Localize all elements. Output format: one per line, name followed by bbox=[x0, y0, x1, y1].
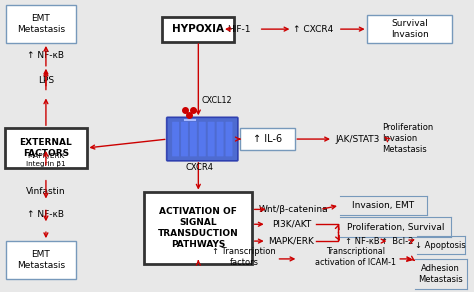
Text: MAPK/ERK
Integrin β1: MAPK/ERK Integrin β1 bbox=[26, 153, 66, 167]
FancyBboxPatch shape bbox=[5, 128, 87, 168]
FancyBboxPatch shape bbox=[240, 128, 295, 150]
FancyBboxPatch shape bbox=[145, 192, 252, 264]
Text: MAPK/ERK: MAPK/ERK bbox=[268, 237, 314, 246]
Text: ↑ CXCR4: ↑ CXCR4 bbox=[293, 25, 333, 34]
Text: ↑ Transcription
factors: ↑ Transcription factors bbox=[212, 247, 276, 267]
Text: HIF-1: HIF-1 bbox=[227, 25, 251, 34]
Text: Proliferation, Survival: Proliferation, Survival bbox=[346, 223, 444, 232]
FancyBboxPatch shape bbox=[6, 5, 76, 44]
Text: EMT
Metastasis: EMT Metastasis bbox=[17, 14, 65, 34]
Text: Invasion, EMT: Invasion, EMT bbox=[352, 201, 414, 210]
Text: ↑ IL-6: ↑ IL-6 bbox=[253, 134, 282, 144]
Text: ↓ Apoptosis: ↓ Apoptosis bbox=[415, 241, 466, 250]
Text: Adhesion
Metastasis: Adhesion Metastasis bbox=[419, 264, 463, 284]
FancyBboxPatch shape bbox=[199, 122, 206, 157]
FancyBboxPatch shape bbox=[167, 117, 238, 161]
Text: ↑ NF-κB: ↑ NF-κB bbox=[27, 210, 64, 219]
FancyBboxPatch shape bbox=[226, 122, 232, 157]
Text: Transcriptional
activation of ICAM-1: Transcriptional activation of ICAM-1 bbox=[315, 247, 396, 267]
FancyBboxPatch shape bbox=[190, 122, 197, 157]
Text: CXCL12: CXCL12 bbox=[202, 96, 232, 105]
Text: ACTIVATION OF
SIGNAL
TRANSDUCTION
PATHWAYS: ACTIVATION OF SIGNAL TRANSDUCTION PATHWA… bbox=[158, 207, 239, 249]
Text: LPS: LPS bbox=[38, 76, 54, 85]
Text: Vinfastin: Vinfastin bbox=[26, 187, 66, 196]
FancyBboxPatch shape bbox=[217, 122, 224, 157]
FancyBboxPatch shape bbox=[367, 15, 452, 44]
FancyBboxPatch shape bbox=[208, 122, 215, 157]
FancyBboxPatch shape bbox=[172, 122, 179, 157]
Text: EXTERNAL
FACTORS: EXTERNAL FACTORS bbox=[19, 138, 73, 158]
Text: Survival
Invasion: Survival Invasion bbox=[391, 19, 428, 39]
Text: HYPOXIA: HYPOXIA bbox=[173, 24, 224, 34]
Text: PI3K/AKT: PI3K/AKT bbox=[272, 220, 311, 229]
Text: JAK/STAT3: JAK/STAT3 bbox=[336, 135, 380, 144]
Text: CXCR4: CXCR4 bbox=[185, 163, 213, 172]
Text: ↑ NF-κB: ↑ NF-κB bbox=[345, 237, 380, 246]
Text: Wnt/β-catenina: Wnt/β-catenina bbox=[258, 205, 328, 214]
Text: ↑ NF-κB: ↑ NF-κB bbox=[27, 51, 64, 60]
Text: ↑  Bcl-2: ↑ Bcl-2 bbox=[381, 237, 413, 246]
Text: EMT
Metastasis: EMT Metastasis bbox=[17, 250, 65, 270]
Text: Proliferation
Invasion
Metastasis: Proliferation Invasion Metastasis bbox=[383, 123, 434, 154]
FancyBboxPatch shape bbox=[6, 241, 76, 279]
FancyBboxPatch shape bbox=[181, 122, 188, 157]
FancyBboxPatch shape bbox=[162, 17, 235, 41]
